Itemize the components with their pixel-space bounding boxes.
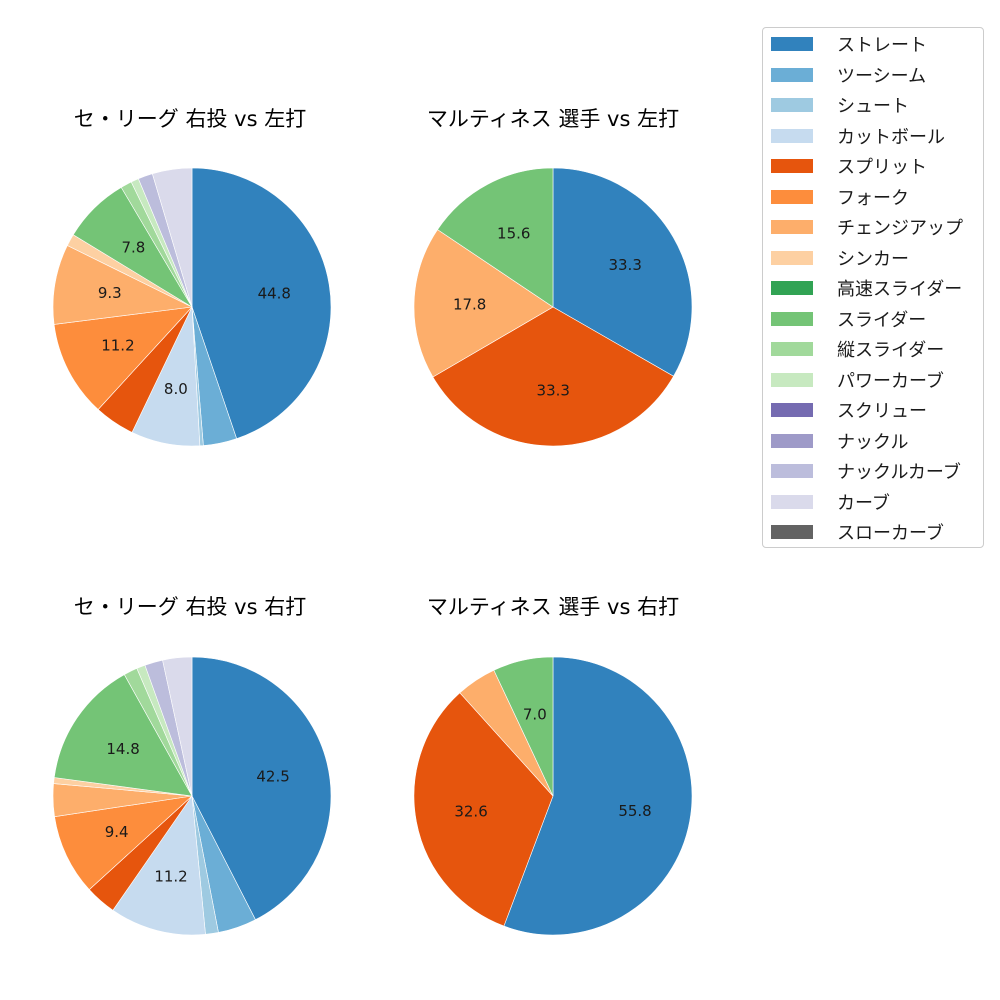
legend-item: ナックル [771, 431, 909, 453]
legend-label: ツーシーム [837, 65, 927, 87]
slice-percent-label: 11.2 [101, 336, 134, 354]
legend-swatch [771, 67, 813, 82]
legend-label: 縦スライダー [837, 340, 945, 361]
legend-item: カットボール [771, 126, 945, 148]
legend-item: スプリット [771, 156, 927, 178]
slice-percent-label: 33.3 [608, 256, 641, 274]
legend-item: チェンジアップ [771, 217, 963, 239]
legend-swatch [771, 403, 813, 417]
pie-slice [53, 674, 193, 797]
legend-item: シュート [771, 95, 909, 117]
legend-label: パワーカーブ [837, 370, 944, 392]
legend-label: ナックルカーブ [837, 462, 961, 483]
legend-label: スクリュー [837, 401, 927, 422]
legend-label: シンカー [837, 248, 909, 270]
legend-label: ストレート [837, 35, 927, 56]
chart-title-player-vs-left: マルティネス 選手 vs 左打 [426, 107, 680, 131]
legend-swatch [771, 372, 813, 387]
legend-item: パワーカーブ [771, 370, 944, 392]
slice-percent-label: 7.8 [121, 239, 145, 257]
pie-slice [152, 167, 193, 308]
slice-percent-label: 7.0 [523, 706, 547, 724]
legend-label: チェンジアップ [837, 218, 963, 239]
legend-item: スクリュー [771, 400, 927, 422]
slice-percent-label: 33.3 [537, 381, 570, 399]
slice-percent-label: 17.8 [453, 295, 486, 313]
legend-item: フォーク [771, 187, 909, 209]
pie-slice [162, 656, 193, 797]
slice-percent-label: 11.2 [154, 868, 187, 886]
legend-swatch [771, 250, 813, 265]
slice-percent-label: 15.6 [497, 224, 530, 242]
slice-percent-label: 14.8 [106, 740, 139, 758]
slice-percent-label: 44.8 [258, 284, 291, 302]
pie-slice [503, 656, 693, 936]
legend-swatch [771, 494, 813, 509]
legend-item: スライダー [771, 309, 927, 331]
legend-swatch [771, 281, 813, 295]
pie-slice [413, 229, 554, 378]
legend-swatch [771, 128, 813, 143]
chart-title-player-vs-right: マルティネス 選手 vs 右打 [426, 595, 680, 619]
pie-slice [52, 245, 194, 325]
legend-item: ナックルカーブ [771, 461, 961, 483]
legend-swatch [771, 189, 813, 204]
pie-slice [191, 656, 332, 921]
legend-item: カーブ [771, 492, 890, 514]
legend-swatch [771, 433, 813, 448]
legend-label: スライダー [837, 309, 927, 331]
legend-item: 縦スライダー [771, 339, 945, 361]
legend-swatch [771, 37, 813, 51]
pie-slice [413, 692, 554, 927]
legend: ストレートツーシームシュートカットボール スプリットフォークチェンジアップ シンカー… [762, 27, 984, 548]
pie-slice [432, 306, 674, 447]
pie-slice [493, 656, 554, 797]
legend-label: スプリット [837, 157, 927, 178]
slice-percent-label: 8.0 [164, 380, 188, 398]
slice-percent-label: 9.4 [105, 823, 129, 841]
chart-title-league-vs-right: セ・リーグ 右投 vs 右打 [73, 595, 307, 619]
legend-label: 高速スライダー [837, 279, 963, 300]
legend-swatch [771, 342, 813, 356]
legend-swatch [771, 159, 813, 173]
legend-item: シンカー [771, 248, 909, 270]
legend-swatch [771, 311, 813, 326]
legend-item: ツーシーム [771, 65, 927, 87]
legend-label: カーブ [837, 492, 890, 514]
legend-label: カットボール [837, 126, 945, 148]
legend-swatch [771, 220, 813, 234]
legend-label: スローカーブ [837, 523, 944, 544]
pie-slice [191, 167, 332, 440]
pie-slice [552, 167, 693, 377]
legend-label: フォーク [837, 187, 909, 209]
slice-percent-label: 32.6 [454, 802, 487, 820]
legend-item: 高速スライダー [771, 278, 963, 300]
legend-item: ストレート [771, 34, 927, 56]
slice-percent-label: 42.5 [256, 767, 289, 785]
legend-label: ナックル [837, 431, 909, 453]
slice-percent-label: 9.3 [98, 284, 122, 302]
chart-title-league-vs-left: セ・リーグ 右投 vs 左打 [73, 107, 307, 131]
legend-swatch [771, 464, 813, 478]
legend-swatch [771, 98, 813, 112]
pie-slice [437, 167, 554, 308]
pie-slice [112, 795, 206, 936]
pie-slice [53, 306, 193, 410]
legend-item: スローカーブ [771, 522, 944, 544]
legend-label: シュート [837, 96, 909, 117]
slice-percent-label: 55.8 [618, 802, 651, 820]
pie-slice [54, 795, 193, 891]
legend-swatch [771, 525, 813, 539]
